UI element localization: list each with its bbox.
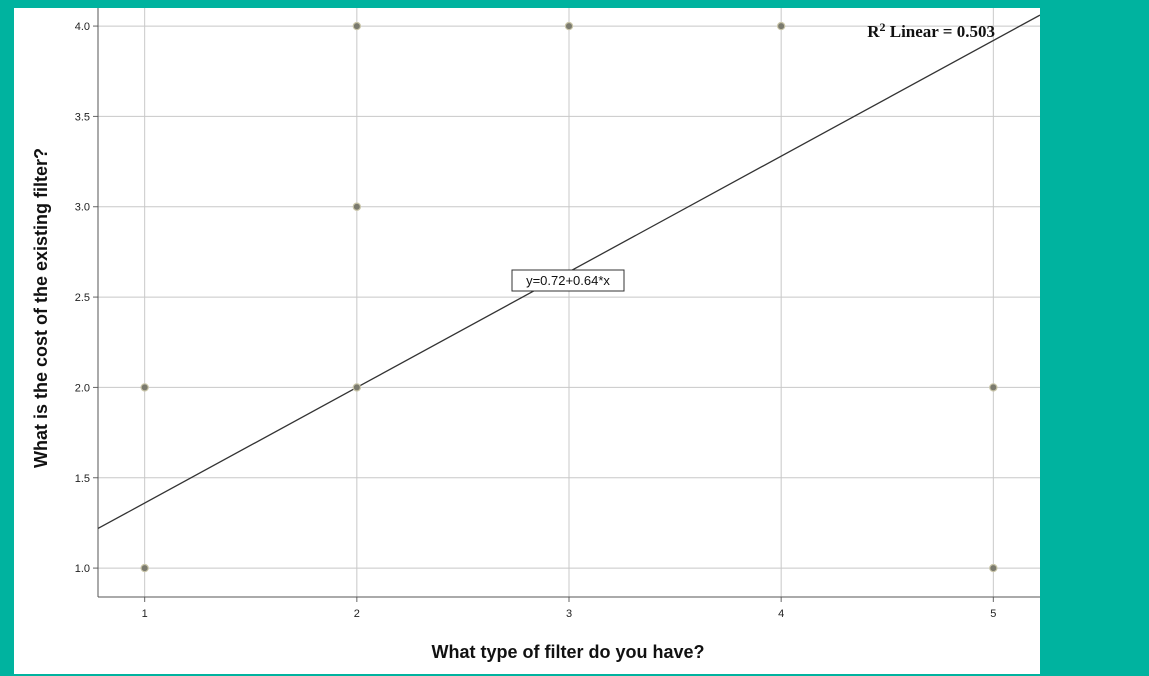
y-tick-label: 2.0	[75, 382, 90, 394]
equation-label-box: y=0.72+0.64*x	[511, 269, 625, 292]
grid-layer	[98, 8, 1040, 597]
x-tick-label: 4	[778, 608, 784, 620]
y-axis-title: What is the cost of the existing filter?	[31, 148, 51, 468]
tick-labels: 1 2 3 4 5 1.0 1.5 2.0 2.5 3.0 3.5 4.0	[75, 21, 997, 620]
data-point	[352, 21, 362, 31]
data-point	[352, 383, 362, 392]
r2-superscript: 2	[880, 20, 886, 34]
data-point	[352, 202, 362, 211]
scatter-chart: 1 2 3 4 5 1.0 1.5 2.0 2.5 3.0 3.5 4.0 y=0.72+0.64*x…	[31, 8, 1040, 662]
y-tick-label: 2.5	[75, 292, 90, 304]
data-point	[776, 21, 786, 31]
chart-frame: 1 2 3 4 5 1.0 1.5 2.0 2.5 3.0 3.5 4.0 y=0.72+0.64*x…	[14, 8, 1040, 674]
y-tick-label: 3.0	[75, 202, 90, 214]
r2-value: Linear = 0.503	[886, 22, 996, 41]
y-tick-label: 1.5	[75, 473, 90, 485]
data-point	[989, 383, 998, 392]
x-tick-label: 1	[142, 608, 148, 620]
x-tick-label: 3	[566, 608, 572, 620]
data-point	[140, 383, 149, 392]
r2-label: R2 Linear = 0.503	[867, 20, 995, 41]
data-point	[140, 563, 149, 573]
fit-equation-label: y=0.72+0.64*x	[526, 273, 610, 288]
data-point	[989, 563, 998, 573]
y-tick-label: 4.0	[75, 21, 90, 33]
r2-prefix: R	[867, 22, 880, 41]
y-tick-label: 3.5	[75, 111, 90, 123]
axis-layer	[93, 8, 1040, 602]
equation-box	[511, 269, 625, 292]
x-tick-label: 2	[354, 608, 360, 620]
data-point	[564, 21, 574, 31]
x-axis-title: What type of filter do you have?	[431, 642, 704, 662]
points-layer	[140, 21, 998, 573]
y-tick-label: 1.0	[75, 563, 90, 575]
x-tick-label: 5	[990, 608, 996, 620]
